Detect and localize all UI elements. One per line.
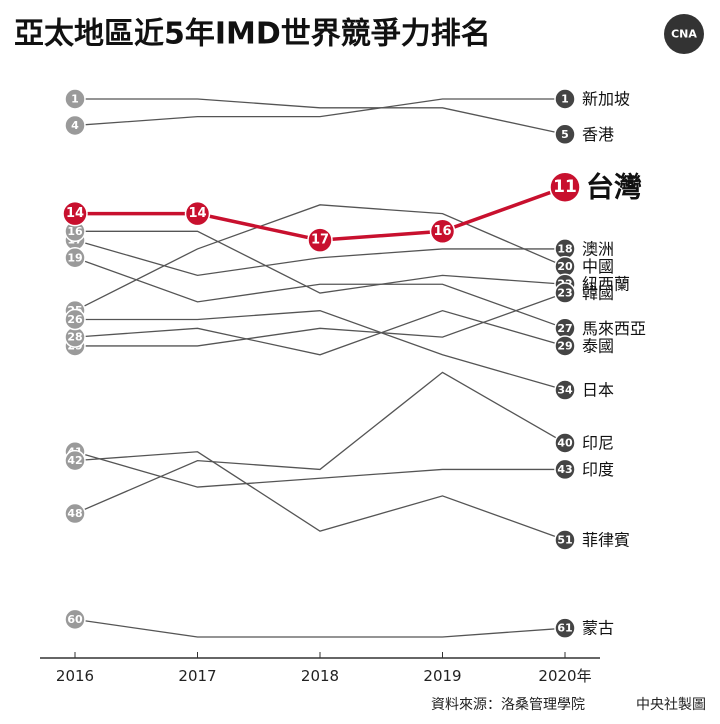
credit: 中央社製圖 — [636, 697, 706, 713]
value-label: 14 — [188, 206, 206, 221]
value-label: 11 — [553, 177, 577, 197]
value-label: 16 — [67, 225, 83, 238]
value-label: 5 — [561, 128, 569, 141]
line — [74, 451, 565, 488]
value-label: 40 — [557, 436, 573, 449]
value-label: 28 — [67, 331, 82, 344]
series-label: 韓國 — [582, 284, 614, 303]
point — [554, 123, 576, 146]
value-label: 4 — [71, 119, 79, 132]
point — [554, 617, 576, 639]
value-label: 42 — [67, 454, 82, 467]
point — [554, 88, 576, 110]
point — [429, 218, 456, 245]
line — [74, 98, 565, 127]
point — [62, 200, 88, 227]
source: 資料來源：洛桑管理學院 — [431, 697, 585, 713]
line — [74, 309, 566, 356]
value-label: 29 — [557, 339, 572, 352]
line — [74, 371, 566, 515]
point — [549, 171, 581, 203]
series-label: 菲律賓 — [582, 530, 630, 549]
value-label: 20 — [557, 260, 573, 273]
value-label: 51 — [557, 533, 572, 546]
series-label: 澳洲 — [582, 239, 614, 258]
logo — [664, 14, 704, 54]
line — [75, 310, 566, 391]
point — [64, 247, 86, 269]
point — [307, 227, 333, 253]
value-label: 16 — [433, 224, 451, 239]
series-label: 印尼 — [582, 433, 614, 452]
x-tick-label: 2016 — [56, 667, 94, 685]
point — [64, 114, 86, 137]
point — [554, 432, 576, 454]
value-label: 61 — [557, 622, 572, 635]
line — [74, 618, 566, 638]
series-label: 紐西蘭 — [582, 275, 630, 294]
point — [64, 608, 86, 631]
point — [64, 308, 86, 331]
series-label: 中國 — [582, 257, 614, 276]
point — [184, 200, 211, 227]
line — [75, 98, 566, 135]
series-label: 新加坡 — [582, 90, 630, 109]
line — [74, 204, 566, 312]
value-label: 48 — [67, 507, 82, 520]
series-label: 泰國 — [582, 336, 614, 355]
point — [554, 282, 576, 304]
logo-text: CNA — [671, 28, 697, 41]
series-label: 蒙古 — [582, 619, 614, 638]
series-label: 台灣 — [586, 171, 642, 204]
value-label: 23 — [557, 287, 572, 300]
line — [75, 230, 566, 294]
value-label: 17 — [311, 233, 329, 248]
point — [554, 458, 576, 481]
x-tick-label: 2020年 — [538, 667, 591, 685]
value-label: 26 — [67, 313, 83, 326]
point — [64, 502, 86, 525]
series-label: 馬來西亞 — [582, 319, 646, 338]
series-label: 日本 — [582, 381, 614, 400]
line — [74, 257, 566, 329]
point — [554, 529, 576, 551]
point — [554, 335, 576, 357]
value-label: 1 — [561, 93, 569, 106]
x-tick-label: 2017 — [178, 667, 216, 685]
value-label: 14 — [66, 206, 84, 221]
value-label: 18 — [557, 242, 572, 255]
series-label: 印度 — [582, 460, 614, 479]
chart-title: 亞太地區近5年IMD世界競爭力排名 — [14, 17, 491, 52]
point — [64, 449, 86, 472]
line — [74, 239, 565, 277]
x-tick-label: 2018 — [301, 667, 339, 685]
value-label: 34 — [557, 384, 573, 397]
value-label: 1 — [71, 93, 79, 106]
value-label: 43 — [557, 463, 572, 476]
point — [64, 88, 86, 110]
value-label: 19 — [67, 251, 82, 264]
line — [74, 451, 566, 541]
x-tick-label: 2019 — [423, 667, 461, 685]
series-label: 香港 — [582, 125, 614, 144]
point — [554, 379, 576, 401]
value-label: 60 — [67, 613, 83, 626]
value-label: 27 — [557, 322, 572, 335]
